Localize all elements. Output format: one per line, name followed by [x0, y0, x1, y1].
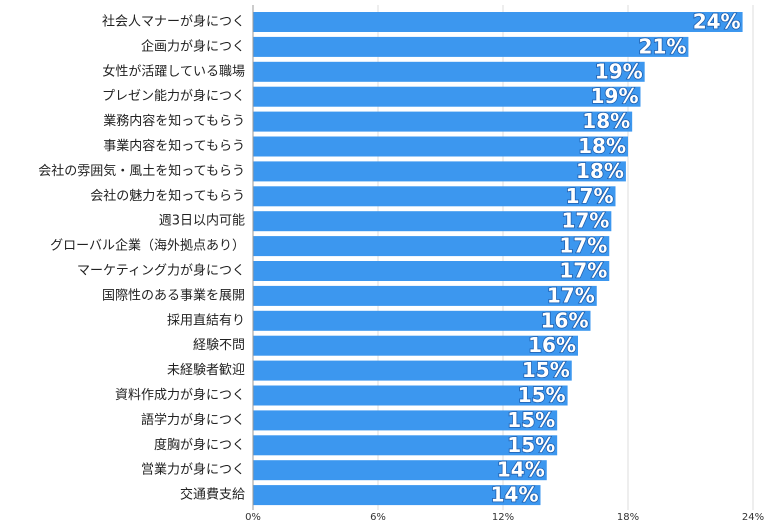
- value-label: 17%: [547, 283, 595, 307]
- bar: [253, 136, 628, 157]
- y-tick-label: グローバル企業（海外拠点あり）: [50, 238, 245, 254]
- x-tick-label: 12%: [492, 512, 514, 523]
- y-tick-label: マーケティング力が身につく: [77, 263, 245, 279]
- y-tick-label: 度胸が身につく: [154, 437, 245, 453]
- bar: [253, 12, 743, 32]
- y-tick-label: 資料作成力が身につく: [115, 387, 245, 403]
- value-label: 14%: [491, 483, 539, 507]
- bar: [253, 310, 591, 331]
- bar: [253, 161, 626, 182]
- y-tick-label: 経験不問: [193, 338, 245, 353]
- y-tick-label: 会社の雰囲気・風土を知ってもらう: [38, 163, 245, 179]
- value-label: 16%: [528, 333, 576, 357]
- x-tick-label: 0%: [245, 512, 261, 523]
- bar: [253, 61, 645, 82]
- y-tick-label: 週3日以内可能: [159, 213, 245, 229]
- value-label: 14%: [497, 458, 545, 482]
- value-label: 15%: [518, 383, 566, 407]
- value-label: 21%: [639, 34, 687, 58]
- y-tick-label: プレゼン能力が身につく: [102, 88, 245, 104]
- bar: [253, 285, 597, 306]
- value-label: 19%: [591, 84, 639, 108]
- bar: [253, 36, 689, 57]
- value-label: 15%: [522, 358, 570, 382]
- y-tick-label: 女性が活躍している職場: [102, 63, 245, 79]
- value-label: 18%: [578, 134, 626, 158]
- y-tick-label: 未経験者歓迎: [167, 363, 245, 378]
- y-tick-label: 事業内容を知ってもらう: [103, 138, 245, 154]
- bar: [253, 485, 541, 506]
- x-tick-label: 18%: [617, 512, 639, 523]
- value-label: 18%: [576, 159, 624, 183]
- bar: [253, 360, 572, 381]
- y-tick-label: 語学力が身につく: [141, 412, 245, 428]
- bar: [253, 86, 641, 107]
- x-tick-label: 24%: [742, 512, 764, 523]
- value-label: 17%: [561, 209, 609, 233]
- value-label: 17%: [566, 184, 614, 208]
- y-tick-label: 交通費支給: [180, 487, 245, 503]
- y-tick-label: 営業力が身につく: [141, 462, 245, 478]
- bar: [253, 385, 568, 406]
- y-tick-label: 社会人マナーが身につく: [102, 14, 245, 30]
- value-label: 16%: [541, 308, 589, 332]
- value-label: 15%: [507, 433, 555, 457]
- bar: [253, 186, 616, 207]
- bar: [253, 111, 633, 132]
- bar: [253, 435, 558, 456]
- value-label: 18%: [582, 109, 630, 133]
- bar: [253, 335, 578, 356]
- value-label: 19%: [595, 59, 643, 83]
- value-label: 17%: [559, 234, 607, 258]
- y-tick-label: 業務内容を知ってもらう: [103, 113, 245, 129]
- y-tick-label: 会社の魅力を知ってもらう: [90, 188, 245, 204]
- y-tick-label: 企画力が身につく: [141, 38, 245, 54]
- y-tick-label: 採用直結有り: [167, 313, 245, 328]
- bar: [253, 410, 558, 431]
- x-tick-label: 6%: [370, 512, 386, 523]
- value-label: 17%: [559, 259, 607, 283]
- y-tick-label: 国際性のある事業を展開: [102, 287, 245, 303]
- bar: [253, 460, 547, 481]
- bar: [253, 211, 612, 232]
- bar: [253, 261, 610, 281]
- value-label: 24%: [693, 10, 741, 34]
- value-label: 15%: [507, 408, 555, 432]
- bar: [253, 236, 610, 257]
